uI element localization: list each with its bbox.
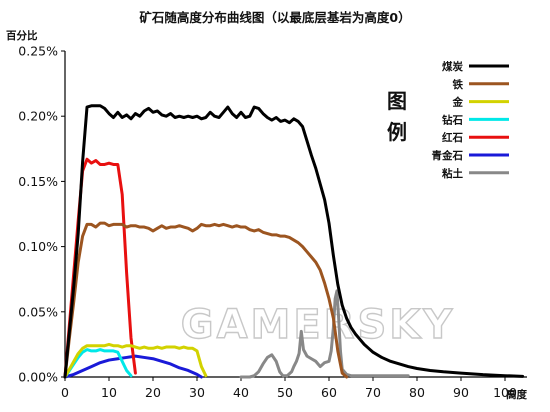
x-tick-label: 0 bbox=[61, 385, 69, 400]
series-line-1 bbox=[63, 104, 525, 379]
x-tick-label: 30 bbox=[189, 385, 205, 400]
x-tick-label: 20 bbox=[145, 385, 161, 400]
x-tick-label: 90 bbox=[453, 385, 469, 400]
y-tick-label: 0.15% bbox=[18, 174, 58, 189]
x-tick-label: 40 bbox=[233, 385, 249, 400]
y-tick-label: 0.05% bbox=[18, 304, 58, 319]
x-tick-label: 100 bbox=[493, 385, 517, 400]
legend-label: 红石 bbox=[442, 131, 463, 144]
x-tick-label: 10 bbox=[101, 385, 117, 400]
legend-label: 青金石 bbox=[432, 149, 464, 162]
y-tick-label: 0.25% bbox=[18, 44, 58, 59]
legend-label: 钻石 bbox=[442, 113, 463, 126]
series-line-2 bbox=[63, 221, 349, 379]
watermark: GAMERSKY bbox=[180, 301, 456, 348]
axes: 0 10 20 30 40 50 60 70 80 90 100 0.00% 0.05% 0.10% 0.1… bbox=[18, 44, 527, 400]
x-tick-label: 80 bbox=[409, 385, 425, 400]
y-axis-label: 百分比 bbox=[6, 29, 38, 42]
x-axis-label: 高度 bbox=[506, 388, 527, 401]
y-tick-label: 0.00% bbox=[18, 370, 58, 385]
legend-label: 铁 bbox=[453, 78, 464, 91]
legend-title-char-2: 例 bbox=[387, 120, 407, 144]
y-tick-label: 0.20% bbox=[18, 109, 58, 124]
series-line-3 bbox=[63, 342, 208, 379]
legend-label: 粘土 bbox=[442, 167, 463, 180]
series-line-6 bbox=[63, 354, 203, 379]
legend-label: 煤炭 bbox=[442, 60, 463, 73]
chart-title: 矿石随高度分布曲线图（以最底层基岩为高度0） bbox=[139, 10, 410, 25]
series-lines bbox=[63, 104, 525, 379]
legend-label: 金 bbox=[452, 96, 464, 109]
watermark-text: GAMERSKY bbox=[181, 302, 456, 348]
legend-title-char-1: 图 bbox=[387, 89, 407, 113]
y-tick-label: 0.10% bbox=[18, 239, 58, 254]
x-tick-label: 70 bbox=[365, 385, 381, 400]
x-tick-label: 60 bbox=[321, 385, 337, 400]
series-line-4 bbox=[63, 348, 133, 379]
x-tick-label: 50 bbox=[277, 385, 293, 400]
